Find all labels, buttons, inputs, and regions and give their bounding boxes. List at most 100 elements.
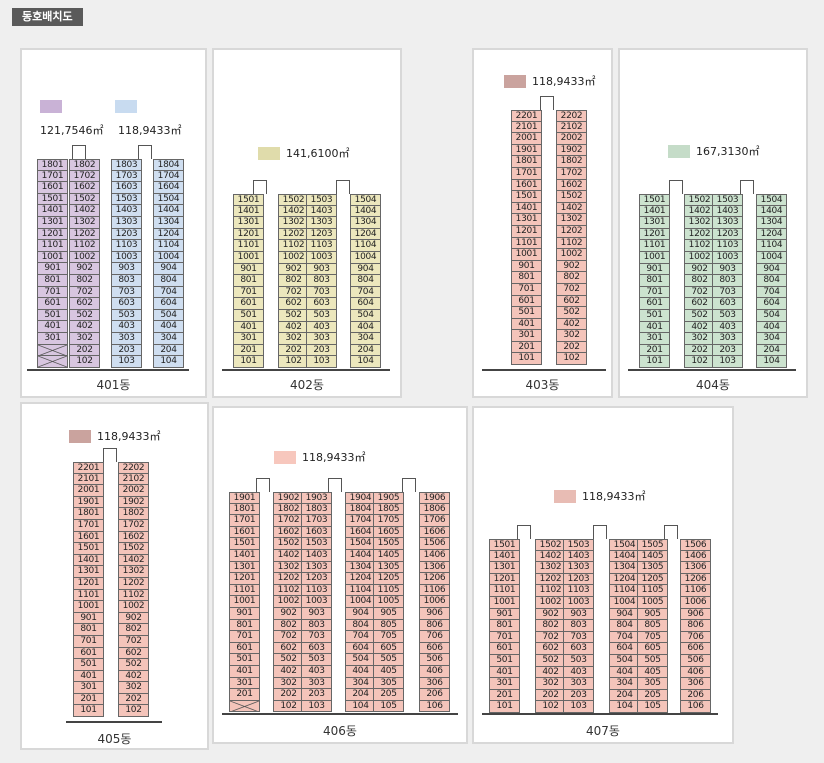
ground-line	[482, 713, 718, 715]
unit-cell: 303	[306, 333, 337, 345]
unit-cell: 1506	[680, 539, 711, 551]
unit-cell: 1502	[535, 539, 566, 551]
unit-cell: 1406	[419, 549, 450, 562]
unit-cell: 101	[73, 705, 104, 718]
legend-404: 167,3130㎡	[668, 143, 760, 159]
unit-cell: 1301	[37, 216, 68, 229]
unit-cell: 1001	[511, 249, 542, 261]
unit-cell: 102	[273, 700, 304, 713]
unit-cell: 1104	[609, 585, 640, 597]
ground-line	[222, 713, 458, 715]
unit-cell: 1103	[563, 585, 594, 597]
unit-cell: 802	[273, 619, 304, 632]
empty-unit-cell	[37, 356, 68, 368]
unit-cell: 1201	[37, 228, 68, 241]
unit-cell: 1003	[301, 596, 332, 608]
unit-cell: 1205	[637, 573, 668, 586]
unit-cell: 601	[229, 642, 260, 655]
unit-cell: 1306	[680, 562, 711, 574]
unit-cell: 404	[756, 321, 787, 334]
unit-cell: 1602	[556, 179, 587, 192]
legend-swatch-pink	[554, 489, 576, 503]
unit-cell: 203	[301, 689, 332, 701]
unit-cell: 302	[535, 678, 566, 690]
unit-cell: 803	[111, 274, 142, 287]
unit-cell: 1905	[373, 492, 404, 504]
unit-cell: 904	[153, 263, 184, 275]
legend-swatch-yellow	[258, 146, 280, 160]
unit-cell: 204	[350, 344, 381, 357]
unit-cell: 1602	[118, 531, 149, 544]
unit-cell: 805	[373, 619, 404, 632]
unit-cell: 1703	[111, 170, 142, 183]
building-name: 403동	[525, 378, 560, 392]
unit-cell: 1505	[637, 539, 668, 551]
unit-cell: 401	[37, 321, 68, 333]
unit-cell: 1304	[153, 216, 184, 229]
unit-cell: 1404	[609, 550, 640, 563]
legend-404-label: 167,3130㎡	[696, 145, 760, 158]
unit-cell: 703	[306, 286, 337, 299]
unit-column-line-3: 1503 1403 1303 1203 1103 1003 903 803 703 603 503 4…	[712, 194, 743, 368]
unit-cell: 1601	[511, 179, 542, 192]
unit-column-line-2: 1502 1402 1302 1202 1102 1002 902 802 702 602 502 4…	[684, 194, 715, 368]
unit-cell: 1303	[563, 562, 594, 574]
unit-cell: 401	[229, 665, 260, 678]
unit-cell: 1404	[153, 205, 184, 217]
unit-cell: 906	[680, 608, 711, 621]
unit-column-line-1: 2201 2101 2001 1901 1801 1701 1601 1501 1401 1301…	[73, 462, 104, 718]
unit-cell: 1102	[118, 589, 149, 602]
unit-cell: 1002	[69, 251, 100, 264]
unit-cell: 1006	[680, 596, 711, 609]
unit-cell: 402	[684, 321, 715, 334]
legend-swatch-green	[668, 144, 690, 158]
unit-cell: 703	[111, 286, 142, 299]
unit-cell: 1603	[111, 182, 142, 194]
unit-cell: 1403	[301, 549, 332, 562]
building-panel-406: 118,9433㎡ 406동 1901 1801 1701 1601 1501 1401 1…	[212, 406, 468, 744]
unit-cell: 1503	[712, 194, 743, 206]
unit-cell: 205	[637, 689, 668, 702]
legend-403: 118,9433㎡	[504, 73, 596, 89]
unit-cell: 1102	[684, 240, 715, 252]
legend-swatch-blue	[115, 100, 137, 113]
unit-cell: 602	[278, 298, 309, 310]
unit-cell: 701	[639, 286, 670, 299]
unit-cell: 104	[345, 700, 376, 713]
unit-cell: 1203	[563, 573, 594, 586]
unit-cell: 1001	[489, 596, 520, 609]
unit-column-line-2: 2202 2102 2002 1902 1802 1702 1602 1502 1402 1302…	[556, 110, 587, 366]
unit-cell: 501	[229, 654, 260, 666]
unit-cell: 1301	[73, 566, 104, 578]
unit-cell: 1901	[73, 496, 104, 509]
unit-cell: 1603	[301, 526, 332, 539]
unit-cell: 1501	[233, 194, 264, 206]
unit-cell: 701	[233, 286, 264, 299]
unit-cell: 1303	[306, 217, 337, 229]
unit-cell: 504	[153, 309, 184, 322]
unit-cell: 1204	[756, 228, 787, 241]
unit-cell: 703	[563, 631, 594, 644]
unit-cell: 204	[756, 344, 787, 357]
unit-cell: 1906	[419, 492, 450, 504]
legend-swatch-brown	[504, 74, 526, 88]
unit-cell: 104	[350, 356, 381, 368]
unit-cell: 1204	[153, 228, 184, 241]
unit-cell: 402	[535, 666, 566, 679]
unit-cell: 304	[153, 332, 184, 345]
ground-line	[628, 369, 796, 371]
unit-cell: 1403	[111, 205, 142, 217]
unit-cell: 902	[118, 612, 149, 625]
unit-cell: 1101	[73, 589, 104, 602]
unit-cell: 1402	[556, 202, 587, 215]
unit-cell: 2001	[511, 133, 542, 145]
elevator-core	[103, 448, 117, 462]
unit-cell: 504	[350, 309, 381, 322]
unit-cell: 904	[350, 263, 381, 276]
unit-cell: 1801	[73, 508, 104, 520]
unit-cell: 902	[69, 263, 100, 275]
unit-cell: 1103	[301, 584, 332, 597]
unit-column-line-6: 1906 1806 1706 1606 1506 1406 1306 1206 1106 1006…	[419, 492, 450, 713]
elevator-core	[740, 180, 754, 194]
unit-cell: 502	[69, 309, 100, 322]
